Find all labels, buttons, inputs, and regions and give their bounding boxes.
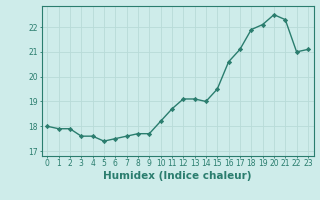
X-axis label: Humidex (Indice chaleur): Humidex (Indice chaleur) bbox=[103, 171, 252, 181]
